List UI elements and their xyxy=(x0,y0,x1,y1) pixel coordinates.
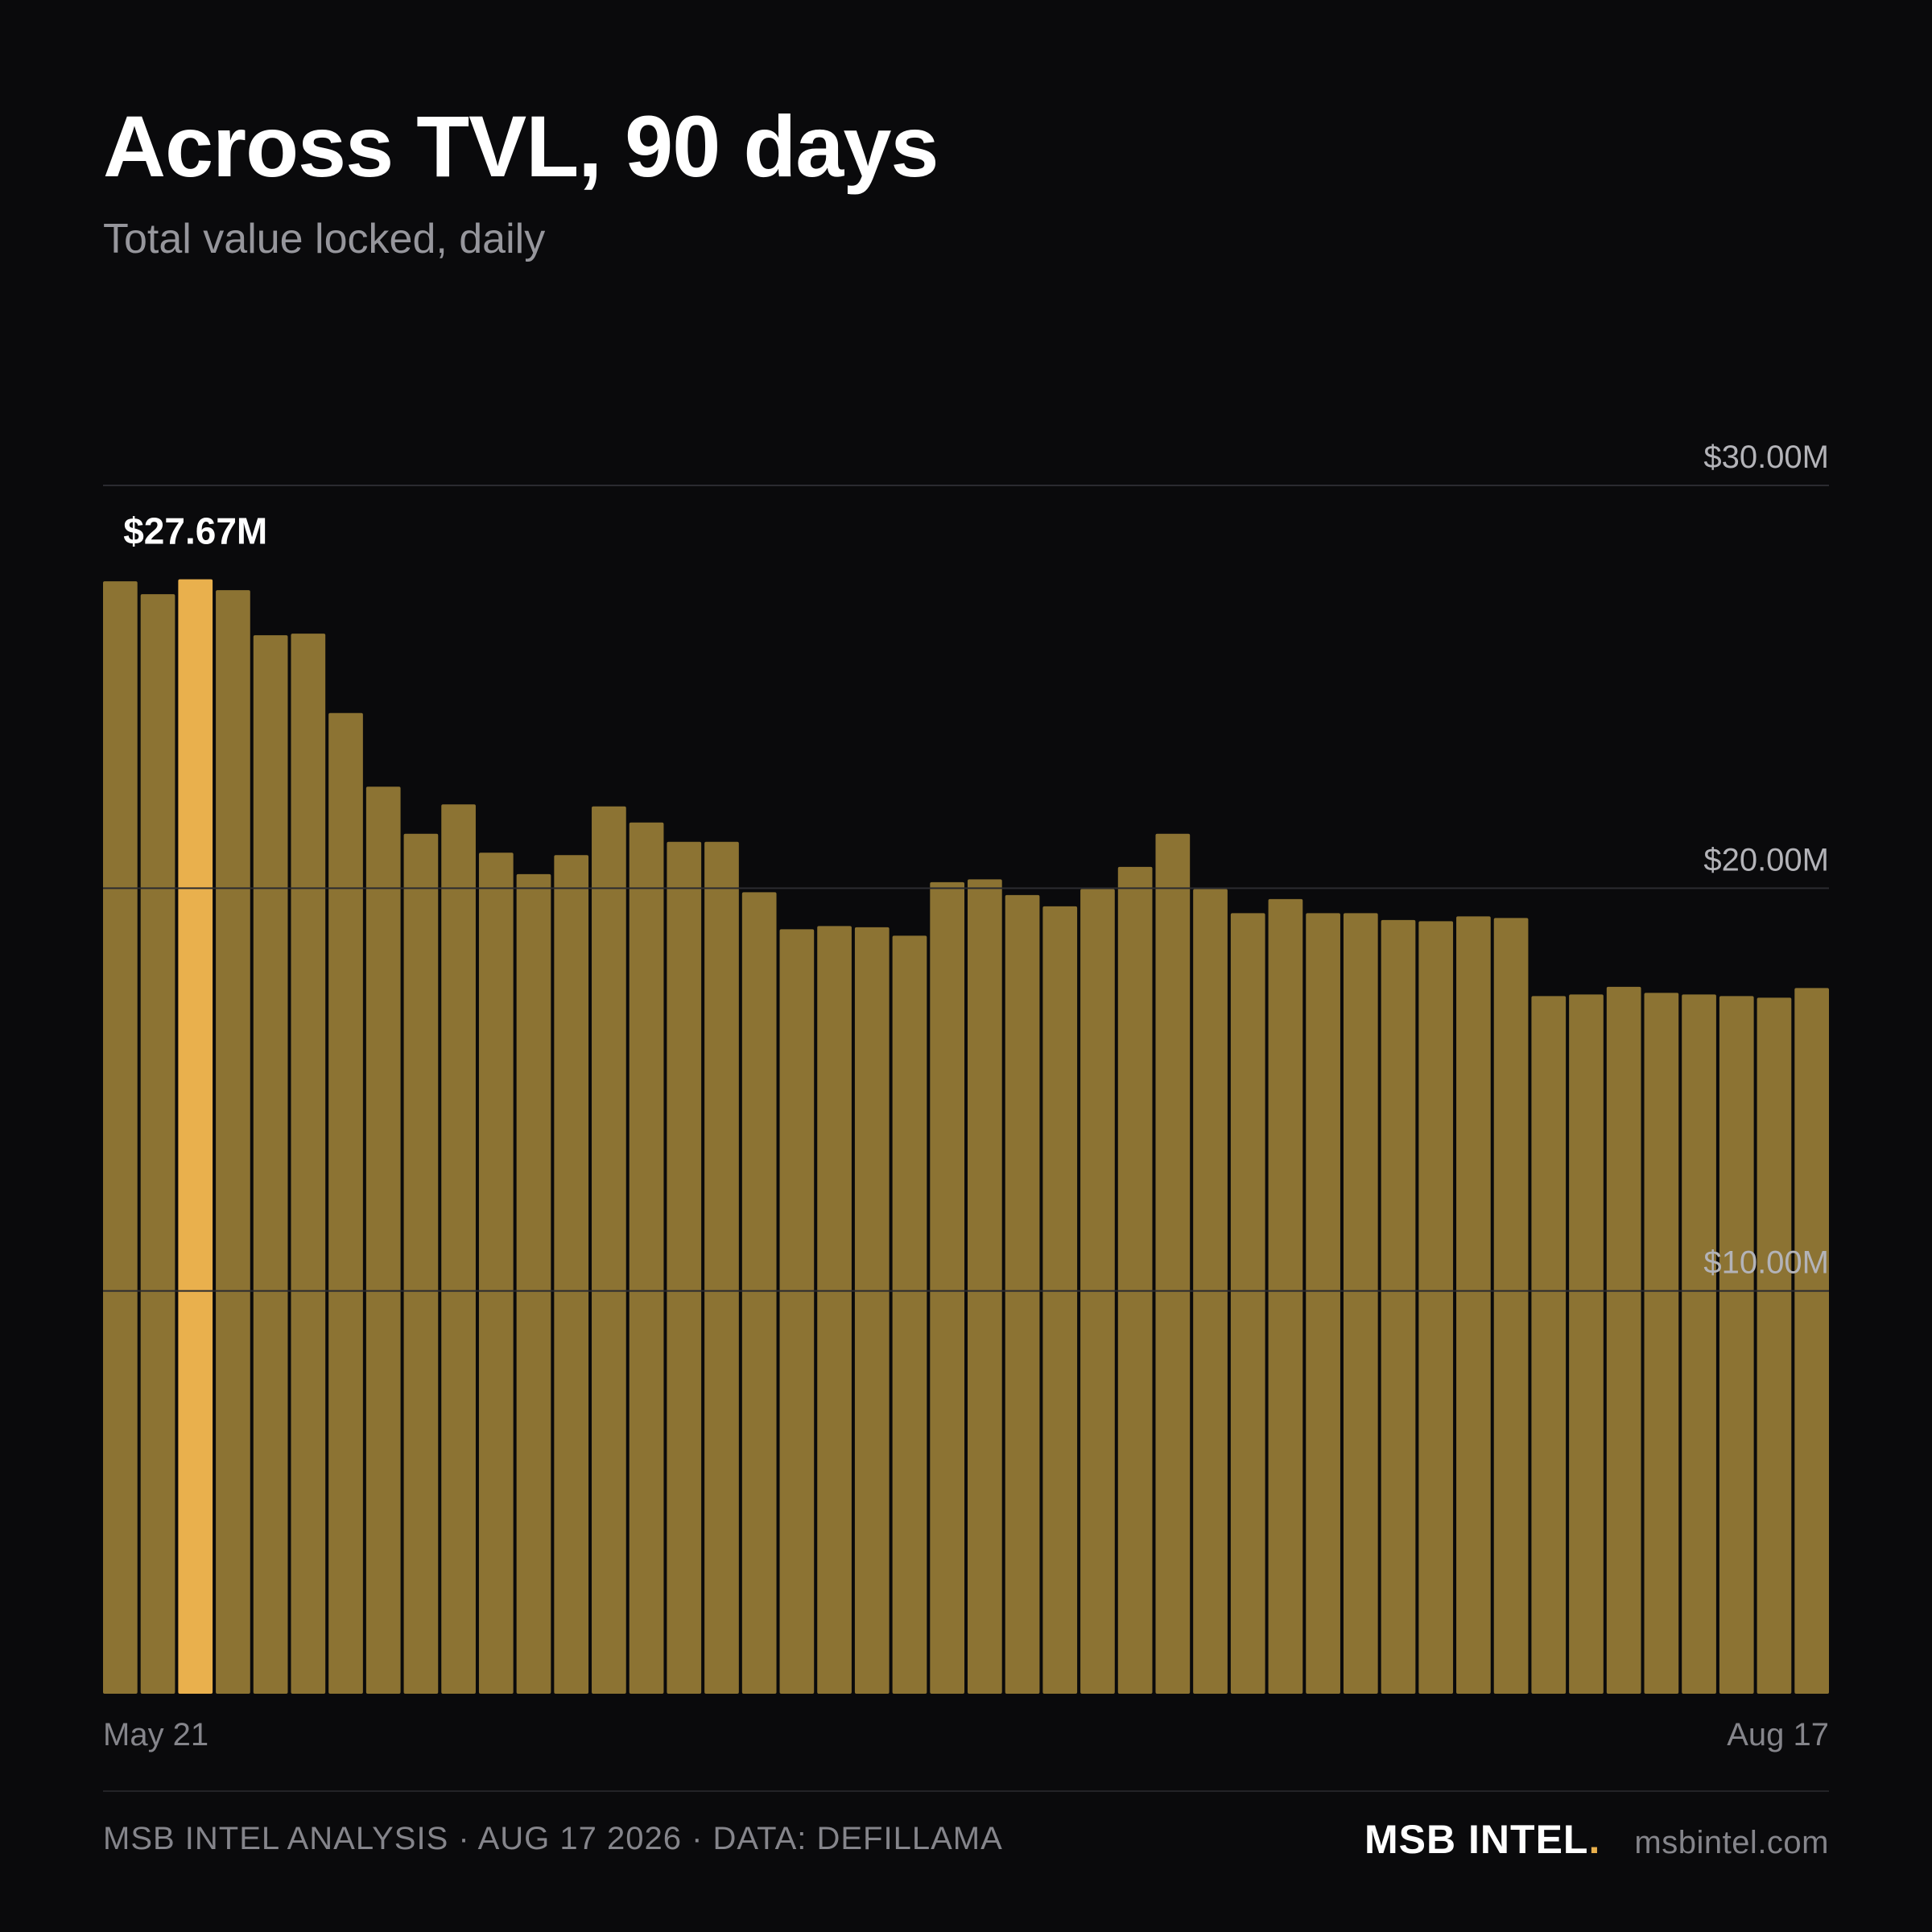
bar xyxy=(1343,913,1378,1694)
footer-divider xyxy=(103,1790,1829,1792)
brand-site: msbintel.com xyxy=(1634,1825,1829,1860)
page-subtitle: Total value locked, daily xyxy=(103,216,546,262)
bar xyxy=(1531,996,1567,1694)
bar xyxy=(1268,898,1303,1694)
bar-highlight xyxy=(178,579,213,1694)
bar xyxy=(478,852,514,1694)
bar xyxy=(516,873,551,1694)
bar xyxy=(704,841,739,1694)
bar xyxy=(854,927,890,1694)
bar xyxy=(1682,994,1716,1694)
bar xyxy=(629,822,664,1694)
bar xyxy=(1117,866,1153,1694)
bar xyxy=(1005,894,1040,1694)
bar xyxy=(1306,913,1340,1694)
x-end-label: Aug 17 xyxy=(1727,1717,1829,1752)
page-title: Across TVL, 90 days xyxy=(103,97,939,195)
bar xyxy=(817,926,852,1694)
bar xyxy=(1042,906,1078,1694)
y-tick-label: $10.00M xyxy=(1703,1245,1829,1281)
bar xyxy=(1493,918,1529,1694)
bar xyxy=(1456,916,1491,1694)
bar xyxy=(968,879,1002,1694)
bar xyxy=(1719,996,1754,1694)
bar xyxy=(892,935,927,1694)
bar xyxy=(403,833,439,1694)
bar xyxy=(328,712,363,1695)
footer-credit: MSB INTEL ANALYSIS · AUG 17 2026 · DATA:… xyxy=(103,1821,1003,1856)
bar xyxy=(779,929,815,1694)
bar xyxy=(103,581,138,1694)
bar xyxy=(930,881,964,1694)
bar xyxy=(1418,921,1454,1694)
y-tick-label: $20.00M xyxy=(1703,842,1829,877)
bar xyxy=(554,855,589,1694)
bar xyxy=(365,786,401,1694)
bar xyxy=(291,634,326,1694)
bar xyxy=(667,841,702,1694)
bar xyxy=(1381,919,1416,1694)
bar xyxy=(1155,833,1191,1694)
bar xyxy=(140,594,175,1694)
brand-name: MSB INTEL xyxy=(1364,1817,1589,1862)
bar xyxy=(1230,913,1265,1694)
bar xyxy=(592,806,626,1694)
bar xyxy=(441,804,476,1694)
bar xyxy=(1644,993,1679,1694)
bar xyxy=(216,590,250,1694)
bar xyxy=(1757,997,1792,1694)
brand-dot: . xyxy=(1588,1817,1601,1862)
bar xyxy=(1794,988,1829,1694)
highlight-value-label: $27.67M xyxy=(123,510,267,552)
brand-logo: MSB INTEL. xyxy=(1364,1816,1600,1863)
x-start-label: May 21 xyxy=(103,1717,208,1752)
bar xyxy=(741,892,777,1694)
bar xyxy=(253,635,288,1694)
footer-brand-block: MSB INTEL. msbintel.com xyxy=(1364,1816,1829,1863)
y-tick-label: $30.00M xyxy=(1703,440,1829,475)
bar xyxy=(1569,994,1604,1694)
bar xyxy=(1606,986,1641,1694)
